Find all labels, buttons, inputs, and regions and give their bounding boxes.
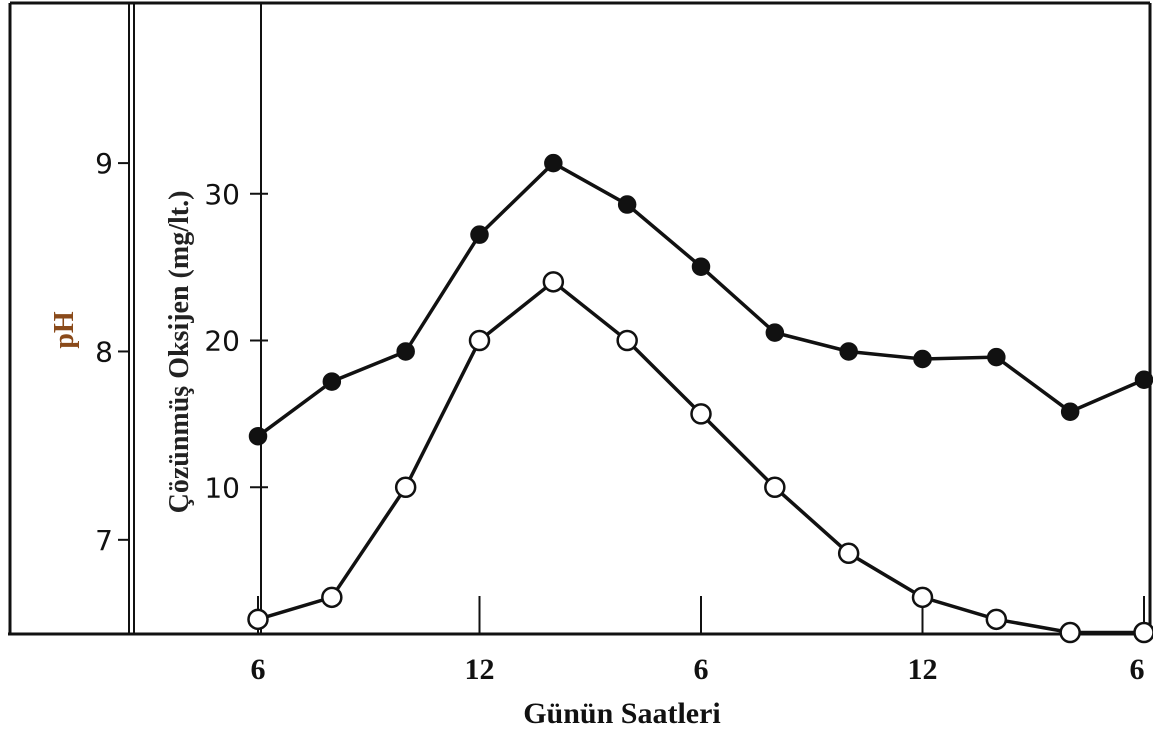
ph-data-point	[766, 324, 783, 341]
do-data-point	[322, 588, 341, 607]
ph-tick-label: 8	[95, 335, 113, 368]
x-tick-label: 6	[251, 653, 266, 686]
ph-data-point	[471, 226, 488, 243]
ph-tick-label: 7	[95, 524, 113, 557]
x-axis-title: Günün Saatleri	[523, 697, 721, 730]
ph-axis-ticks: 9 8 7	[95, 147, 129, 557]
do-data-point	[1135, 623, 1153, 642]
do-tick-label: 20	[204, 325, 240, 358]
do-axis-title: Çözünmüş Oksijen (mg/lt.)	[164, 191, 195, 514]
ph-data-point	[545, 155, 562, 172]
do-data-point	[396, 478, 415, 497]
do-axis-ticks: 30 20 10	[204, 178, 268, 504]
ph-data-point	[914, 350, 931, 367]
do-series-line	[258, 282, 1144, 633]
do-data-point	[692, 404, 711, 423]
ph-tick-label: 9	[95, 147, 113, 180]
do-data-point	[987, 610, 1006, 629]
do-data-point	[839, 544, 858, 563]
x-tick-label: 12	[465, 653, 495, 686]
do-data-point	[544, 272, 563, 291]
ph-axis-title: pH	[49, 311, 80, 349]
x-tick-label: 12	[908, 653, 938, 686]
ph-data-point	[619, 196, 636, 213]
do-data-point	[765, 478, 784, 497]
do-data-point	[249, 610, 268, 629]
ph-data-point	[323, 373, 340, 390]
ph-data-point	[693, 258, 710, 275]
x-axis-ticks: 6 12 6 12 6	[251, 596, 1145, 686]
series-layer	[249, 155, 1153, 642]
x-tick-label: 6	[1130, 653, 1145, 686]
do-data-point	[913, 588, 932, 607]
do-tick-label: 30	[204, 178, 240, 211]
ph-data-point	[250, 428, 267, 445]
do-data-point	[618, 331, 637, 350]
ph-data-point	[988, 349, 1005, 366]
do-data-point	[1061, 623, 1080, 642]
ph-data-point	[1136, 371, 1153, 388]
ph-data-point	[1062, 403, 1079, 420]
ph-series-line	[258, 163, 1144, 436]
ph-data-point	[840, 343, 857, 360]
do-tick-label: 10	[204, 471, 240, 504]
do-data-point	[470, 331, 489, 350]
x-tick-label: 6	[694, 653, 709, 686]
ph-data-point	[397, 343, 414, 360]
